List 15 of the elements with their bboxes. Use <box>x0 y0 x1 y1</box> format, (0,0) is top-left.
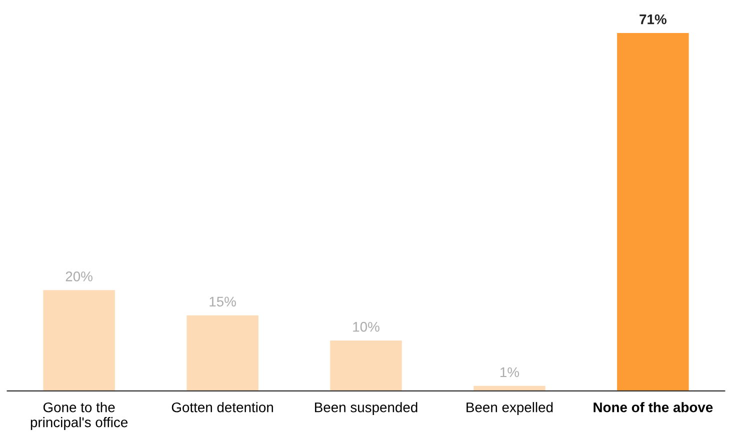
x-tick-label: None of the above <box>594 402 713 412</box>
x-tick-label: Been expelled <box>466 402 553 416</box>
bar <box>617 33 689 391</box>
data-label: 15% <box>210 296 236 307</box>
bar <box>43 290 115 391</box>
data-label: 20% <box>66 272 92 282</box>
bar <box>186 315 258 391</box>
data-label: 10% <box>353 322 380 332</box>
x-tick-label: Gotten detention <box>172 402 273 412</box>
data-label: 1% <box>500 367 520 378</box>
bar <box>474 386 546 391</box>
x-tick-label: Been suspended <box>315 402 418 416</box>
bar <box>330 340 402 391</box>
data-label: 71% <box>640 14 666 24</box>
x-tick-label: Gone to the principal's office <box>30 402 128 430</box>
